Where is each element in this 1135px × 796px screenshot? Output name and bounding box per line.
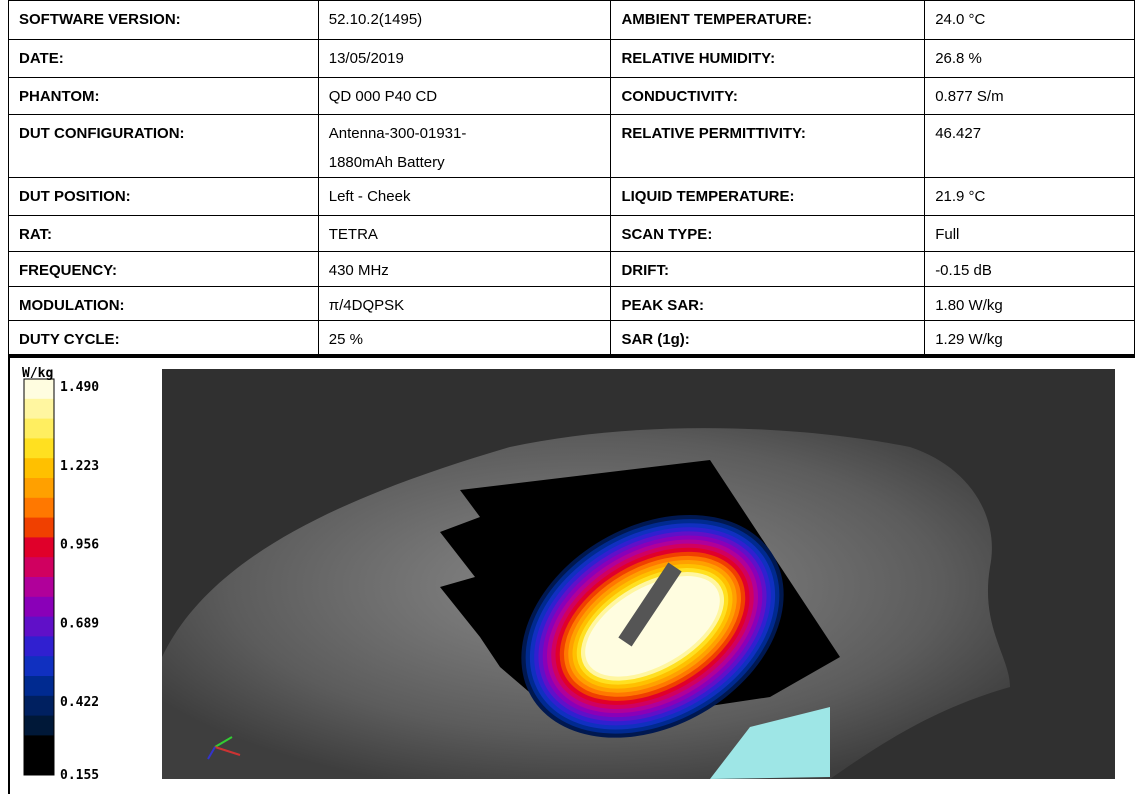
field-label: LIQUID TEMPERATURE: xyxy=(610,177,926,216)
sar-contour xyxy=(585,576,720,677)
legend-tick-label: 0.689 xyxy=(60,616,99,631)
field-value: Full xyxy=(924,215,1135,252)
field-label: CONDUCTIVITY: xyxy=(610,77,926,115)
legend-tick-label: 0.422 xyxy=(60,695,99,710)
field-label: MODULATION: xyxy=(8,286,319,321)
field-label: SOFTWARE VERSION: xyxy=(8,0,319,40)
field-label: RAT: xyxy=(8,215,319,252)
color-step xyxy=(24,557,54,578)
color-step xyxy=(24,478,54,499)
field-value: TETRA xyxy=(317,215,612,252)
phantom-base xyxy=(710,707,830,779)
field-label: SAR (1g): xyxy=(610,320,926,358)
legend-tick-label: 1.490 xyxy=(60,380,99,395)
legend-tick-label: 0.155 xyxy=(60,768,99,783)
field-value: π/4DQPSK xyxy=(317,286,612,321)
field-value: 13/05/2019 xyxy=(317,39,612,78)
color-step xyxy=(24,695,54,717)
legend-tick-label: 1.223 xyxy=(60,459,99,474)
field-value: 46.427 xyxy=(924,114,1135,178)
table-row: DUTY CYCLE: 25 % SAR (1g): 1.29 W/kg xyxy=(8,320,1135,358)
field-value: QD 000 P40 CD xyxy=(317,77,612,115)
table-row: PHANTOM: QD 000 P40 CD CONDUCTIVITY: 0.877 … xyxy=(8,77,1135,115)
field-label: SCAN TYPE: xyxy=(610,215,926,252)
field-label: DUT CONFIGURATION: xyxy=(8,114,319,178)
field-label: DUT POSITION: xyxy=(8,177,319,216)
axis-indicator xyxy=(207,736,241,760)
color-step xyxy=(24,537,54,558)
field-label: FREQUENCY: xyxy=(8,251,319,287)
field-value: 52.10.2(1495) xyxy=(317,0,612,40)
table-row: RAT: TETRA SCAN TYPE: Full xyxy=(8,215,1135,252)
field-value: -0.15 dB xyxy=(924,251,1135,287)
table-row: DUT POSITION: Left - Cheek LIQUID TEMPERAT… xyxy=(8,177,1135,216)
field-label: RELATIVE PERMITTIVITY: xyxy=(610,114,926,178)
sar-plot-panel: W/kg 1.490 1.223 0.956 0.689 0.422 0.155 xyxy=(8,354,1135,794)
field-value: 430 MHz xyxy=(317,251,612,287)
field-label: PHANTOM: xyxy=(8,77,319,115)
table-row: SOFTWARE VERSION: 52.10.2(1495) AMBIENT TE… xyxy=(8,0,1135,40)
info-table: SOFTWARE VERSION: 52.10.2(1495) AMBIENT TE… xyxy=(8,0,1135,358)
color-step xyxy=(24,418,54,439)
table-row: FREQUENCY: 430 MHz DRIFT: -0.15 dB xyxy=(8,251,1135,287)
color-step xyxy=(24,616,54,637)
field-value: 24.0 °C xyxy=(924,0,1135,40)
legend-tick-label: 0.956 xyxy=(60,538,99,553)
field-value: 1.80 W/kg xyxy=(924,286,1135,321)
table-row: DUT CONFIGURATION: Antenna-300-01931- 188… xyxy=(8,114,1135,178)
color-step xyxy=(24,596,54,618)
color-step xyxy=(24,438,54,459)
field-label: DATE: xyxy=(8,39,319,78)
field-value: Left - Cheek xyxy=(317,177,612,216)
field-label: PEAK SAR: xyxy=(610,286,926,321)
color-bar-frame xyxy=(23,378,55,776)
field-label: DUTY CYCLE: xyxy=(8,320,319,358)
color-step xyxy=(24,517,54,538)
field-value: 21.9 °C xyxy=(924,177,1135,216)
color-bar xyxy=(23,378,55,776)
table-row: DATE: 13/05/2019 RELATIVE HUMIDITY: 26.8 % xyxy=(8,39,1135,78)
field-value: 1.29 W/kg xyxy=(924,320,1135,358)
color-step xyxy=(24,398,54,420)
field-value: Antenna-300-01931- 1880mAh Battery xyxy=(317,114,612,178)
color-step xyxy=(24,636,54,657)
sar-distribution xyxy=(521,514,784,738)
legend-unit: W/kg xyxy=(22,366,53,381)
color-step xyxy=(24,497,54,519)
color-step xyxy=(24,676,54,697)
color-step xyxy=(24,379,54,400)
color-step xyxy=(24,735,54,756)
color-step xyxy=(24,755,54,776)
color-step xyxy=(24,715,54,736)
color-step xyxy=(24,458,54,479)
table-row: MODULATION: π/4DQPSK PEAK SAR: 1.80 W/kg xyxy=(8,286,1135,321)
antenna xyxy=(618,562,682,647)
color-step xyxy=(24,577,54,598)
field-value: 0.877 S/m xyxy=(924,77,1135,115)
field-label: DRIFT: xyxy=(610,251,926,287)
sar-plot: W/kg 1.490 1.223 0.956 0.689 0.422 0.155 xyxy=(22,366,1115,783)
field-value: 25 % xyxy=(317,320,612,358)
color-step xyxy=(24,656,54,677)
field-value: 26.8 % xyxy=(924,39,1135,78)
field-label: RELATIVE HUMIDITY: xyxy=(610,39,926,78)
field-label: AMBIENT TEMPERATURE: xyxy=(610,0,926,40)
